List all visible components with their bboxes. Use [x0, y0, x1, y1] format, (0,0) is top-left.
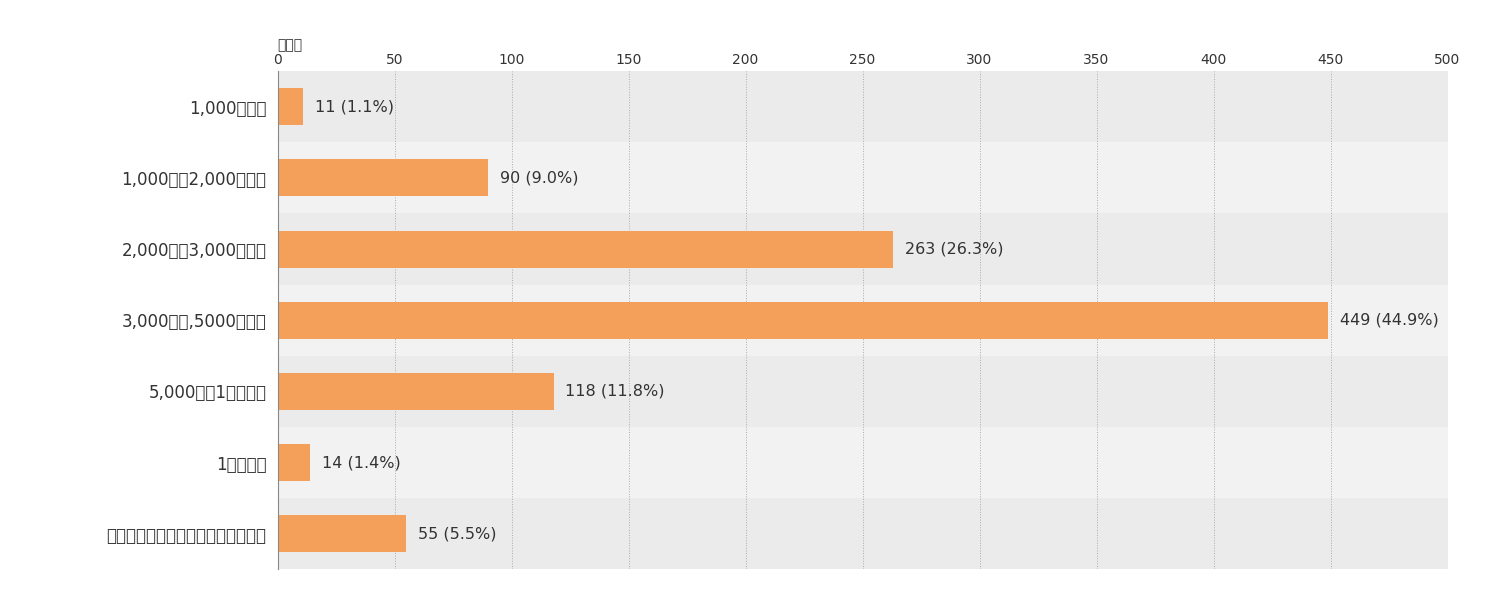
Bar	[278, 427, 1448, 498]
Text: 449 (44.9%): 449 (44.9%)	[1340, 313, 1438, 328]
Bar	[278, 231, 892, 267]
Text: 263 (26.3%): 263 (26.3%)	[904, 241, 1004, 257]
Bar	[278, 160, 488, 196]
Bar	[278, 88, 303, 125]
Bar	[278, 285, 1448, 356]
Bar	[278, 142, 1448, 213]
Text: 118 (11.8%): 118 (11.8%)	[566, 384, 664, 399]
Bar	[278, 373, 554, 410]
Text: 90 (9.0%): 90 (9.0%)	[500, 170, 579, 186]
Bar	[278, 356, 1448, 427]
Text: 11 (1.1%): 11 (1.1%)	[315, 99, 394, 114]
Bar	[278, 498, 1448, 569]
Bar	[278, 71, 1448, 142]
Text: 55 (5.5%): 55 (5.5%)	[419, 526, 497, 541]
X-axis label: （人）: （人）	[278, 38, 303, 52]
Bar	[278, 515, 406, 552]
Text: 14 (1.4%): 14 (1.4%)	[322, 455, 400, 470]
Bar	[278, 302, 1328, 339]
Bar	[278, 444, 310, 481]
Bar	[278, 213, 1448, 285]
